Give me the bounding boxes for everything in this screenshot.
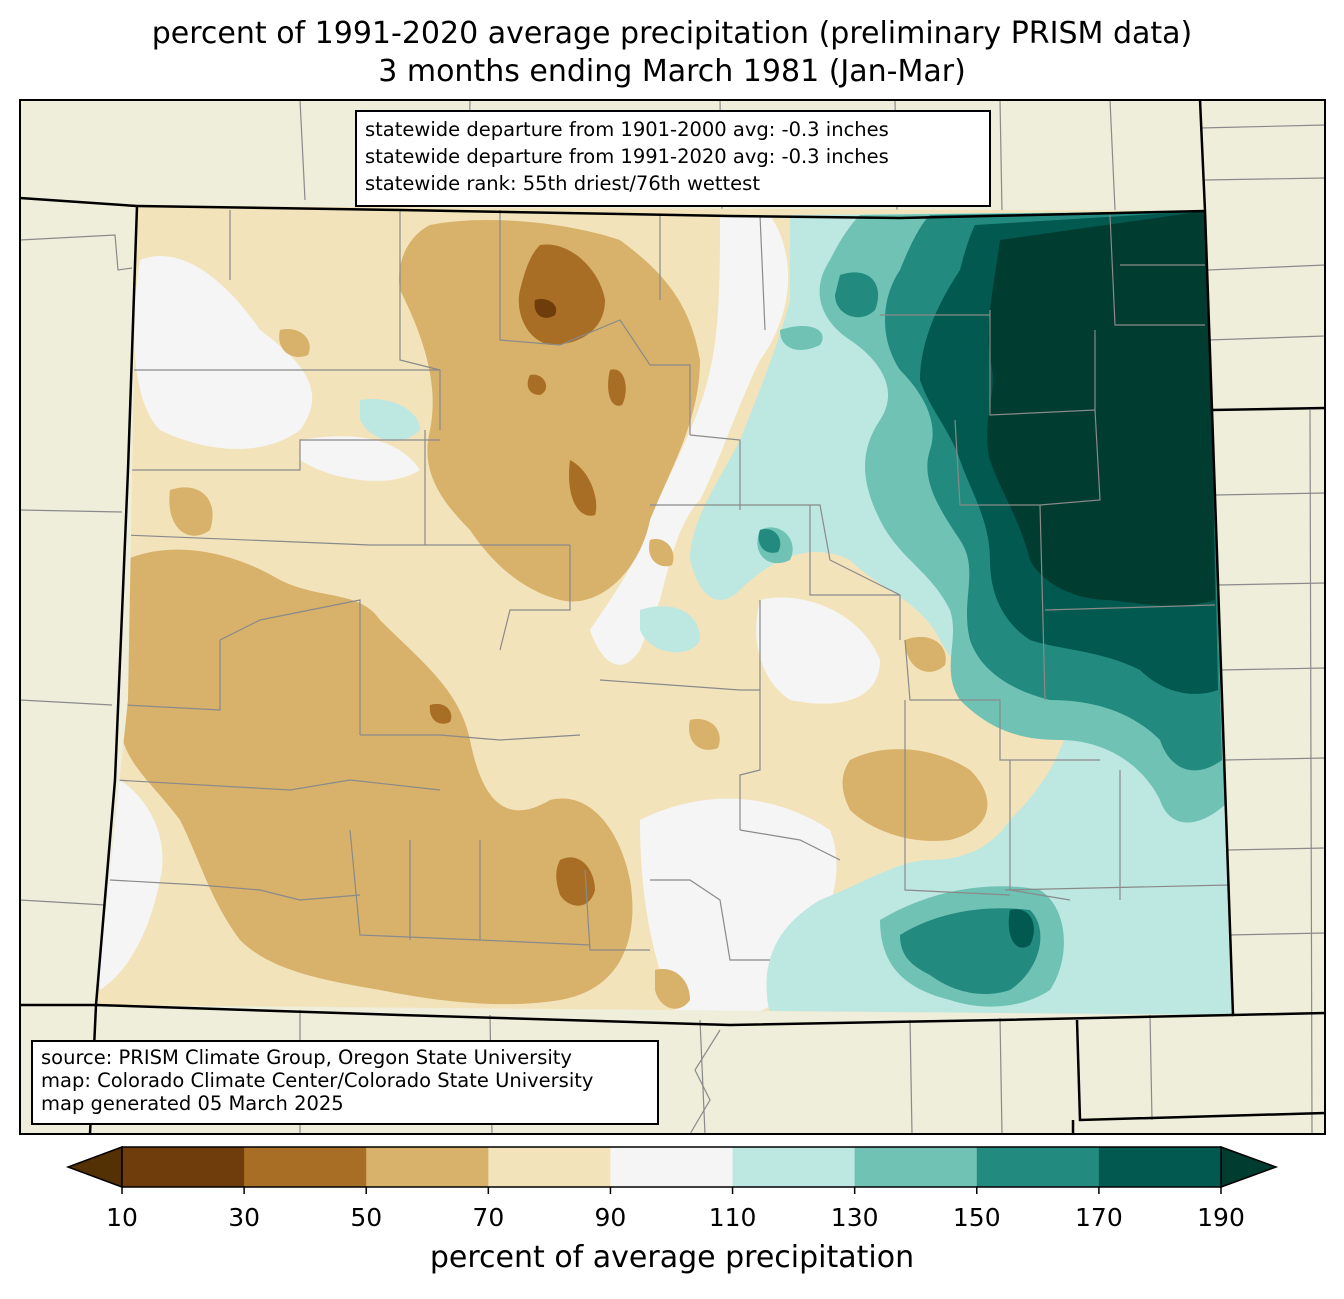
bin-30-50-areas — [429, 244, 626, 906]
bin-over-190-area — [987, 211, 1215, 606]
credits-map: map: Colorado Climate Center/Colorado St… — [41, 1069, 594, 1092]
colorbar-tick-label: 90 — [594, 1203, 627, 1232]
bin-150-170-spot — [758, 529, 781, 553]
statewide-stats-box: statewide departure from 1901-2000 avg: … — [355, 110, 991, 207]
stats-departure-1901-2000: statewide departure from 1901-2000 avg: … — [365, 118, 889, 141]
bin-50-70-areas — [119, 220, 988, 1009]
colorbar-bin-170-190 — [1098, 1147, 1222, 1187]
stats-departure-1991-2020: statewide departure from 1991-2020 avg: … — [365, 145, 889, 168]
bin-130-150-spot — [780, 325, 823, 350]
bin-150-170-south — [900, 908, 1041, 995]
colorbar-outline — [121, 1146, 1222, 1188]
colorbar-bin-90-110 — [610, 1147, 734, 1187]
colorado-precip-field — [96, 206, 1233, 1015]
bin-10-30-area — [534, 299, 557, 318]
credits-source: source: PRISM Climate Group, Oregon Stat… — [41, 1046, 572, 1069]
colorbar-tick-label: 190 — [1197, 1203, 1245, 1232]
colorbar-tick-label: 10 — [106, 1203, 138, 1232]
stats-rank: statewide rank: 55th driest/76th wettest — [365, 172, 760, 195]
credits-box: source: PRISM Climate Group, Oregon Stat… — [31, 1040, 659, 1125]
map-frame — [19, 99, 1326, 1135]
colorbar-tick-label: 130 — [830, 1203, 879, 1232]
colorbar-bin-70-90 — [488, 1147, 611, 1187]
colorbar-tick-label: 150 — [952, 1203, 1001, 1232]
map-title-line-1: percent of 1991-2020 average precipitati… — [151, 16, 1193, 51]
colorbar-tick-label: 170 — [1075, 1203, 1123, 1232]
colorbar-label: percent of average precipitation — [429, 1240, 915, 1275]
colorbar-bin-50-70 — [366, 1147, 489, 1187]
bin-110-130-spot — [640, 606, 700, 653]
colorbar-tick-label: 50 — [350, 1203, 383, 1232]
colorbar-bin-150-170 — [976, 1147, 1100, 1187]
colorbar-bin-110-130 — [732, 1147, 856, 1187]
colorbar-tick-label: 30 — [228, 1203, 261, 1232]
colorbar — [65, 1145, 1279, 1194]
map-title-line-2: 3 months ending March 1981 (Jan-Mar) — [378, 54, 966, 89]
bin-150-170-spot — [835, 272, 879, 318]
colorbar-under-arrow — [65, 1145, 123, 1189]
bin-170-190-spot — [1008, 909, 1034, 948]
colorbar-bin-130-150 — [854, 1147, 978, 1187]
colorbar-bin-10-30 — [122, 1147, 245, 1187]
colorbar-tick-label: 70 — [472, 1203, 505, 1232]
bin-90-110-areas — [96, 215, 1209, 1015]
colorbar-tick-label: 110 — [708, 1203, 757, 1232]
credits-generated: map generated 05 March 2025 — [41, 1092, 344, 1115]
bin-110-130-spot — [360, 399, 420, 441]
colorbar-over-arrow — [1220, 1145, 1279, 1189]
county-lines — [109, 210, 1231, 961]
colorbar-bin-30-50 — [244, 1147, 367, 1187]
